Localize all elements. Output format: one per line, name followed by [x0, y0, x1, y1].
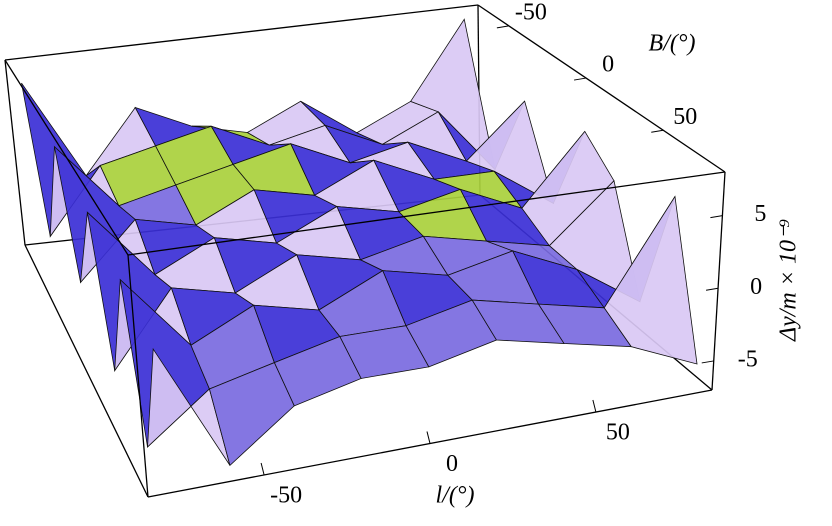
- z-axis-label: Δy/m × 10⁻⁹: [776, 219, 802, 342]
- x-tick-label: 50: [606, 420, 630, 446]
- y-tick-label: -50: [515, 0, 547, 25]
- y-tick: [651, 129, 664, 133]
- surface-cell: [603, 195, 698, 365]
- x-tick: [592, 399, 597, 413]
- z-tick: [710, 215, 723, 219]
- x-axis-label: l/(°): [436, 483, 475, 509]
- box-edge: [127, 254, 149, 498]
- x-tick: [426, 431, 431, 444]
- surface: [21, 18, 698, 467]
- y-tick: [496, 25, 509, 29]
- box-edge: [127, 171, 726, 256]
- box-edge: [4, 59, 26, 246]
- y-axis-label: B/(°): [649, 31, 696, 57]
- z-tick: [705, 287, 719, 291]
- y-tick-label: 0: [602, 52, 614, 78]
- z-tick-label: -5: [738, 346, 758, 372]
- box-edge: [4, 4, 479, 61]
- box-edge: [4, 59, 129, 256]
- box-edge: [711, 171, 726, 391]
- x-tick-label: 0: [446, 451, 458, 477]
- x-tick: [260, 462, 265, 476]
- y-tick-label: 50: [673, 104, 697, 130]
- box-edge: [477, 4, 726, 173]
- z-tick: [701, 360, 714, 364]
- y-tick: [573, 77, 587, 81]
- z-tick-label: 5: [754, 201, 766, 227]
- z-tick-label: 0: [750, 274, 762, 300]
- x-tick-label: -50: [270, 482, 302, 508]
- box-edge: [24, 244, 149, 498]
